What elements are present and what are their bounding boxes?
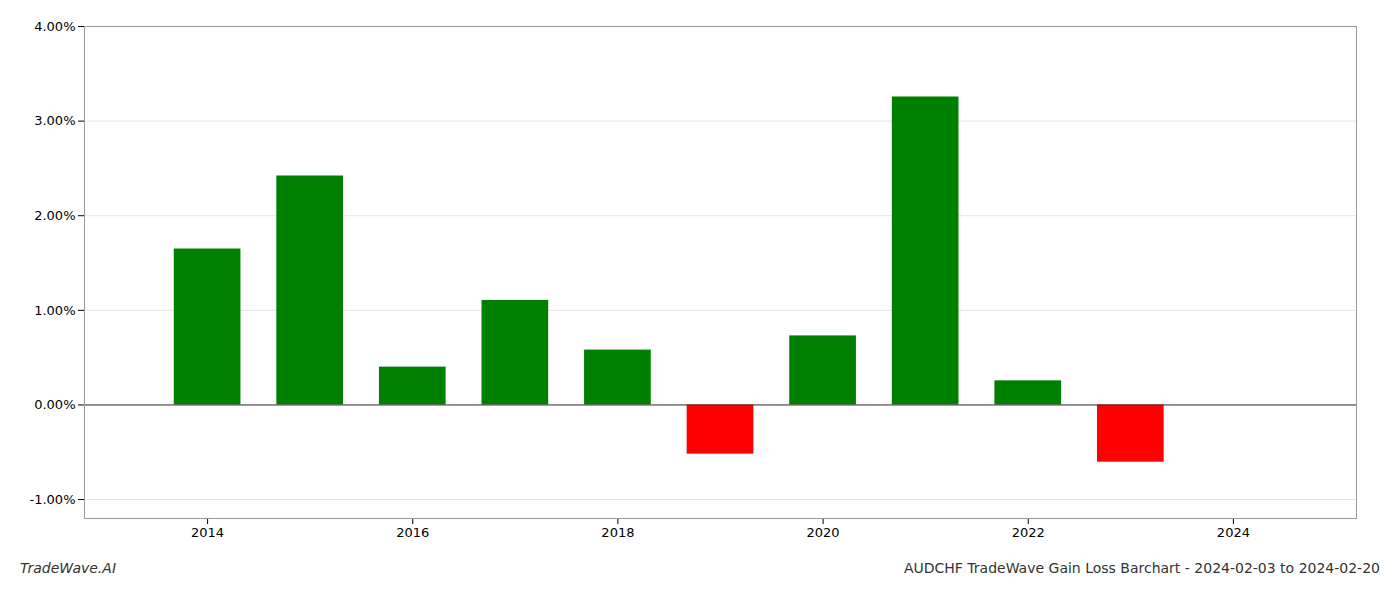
svg-text:3.00%: 3.00% bbox=[34, 113, 75, 128]
svg-text:-1.00%: -1.00% bbox=[30, 492, 76, 507]
svg-text:2024: 2024 bbox=[1217, 525, 1250, 540]
svg-text:2018: 2018 bbox=[601, 525, 634, 540]
svg-text:2022: 2022 bbox=[1012, 525, 1045, 540]
html-text:TradeWave.AI: TradeWave.AI bbox=[20, 560, 116, 576]
svg-text:2020: 2020 bbox=[807, 525, 840, 540]
svg-text:0.00%: 0.00% bbox=[34, 397, 75, 412]
svg-text:2016: 2016 bbox=[396, 525, 429, 540]
svg-text:1.00%: 1.00% bbox=[34, 303, 75, 318]
svg-text:2.00%: 2.00% bbox=[34, 208, 75, 223]
svg-text:2014: 2014 bbox=[191, 525, 224, 540]
svg-text:4.00%: 4.00% bbox=[34, 19, 75, 34]
html-text:AUDCHF TradeWave Gain Loss Bar: AUDCHF TradeWave Gain Loss Barchart - 20… bbox=[903, 560, 1380, 576]
